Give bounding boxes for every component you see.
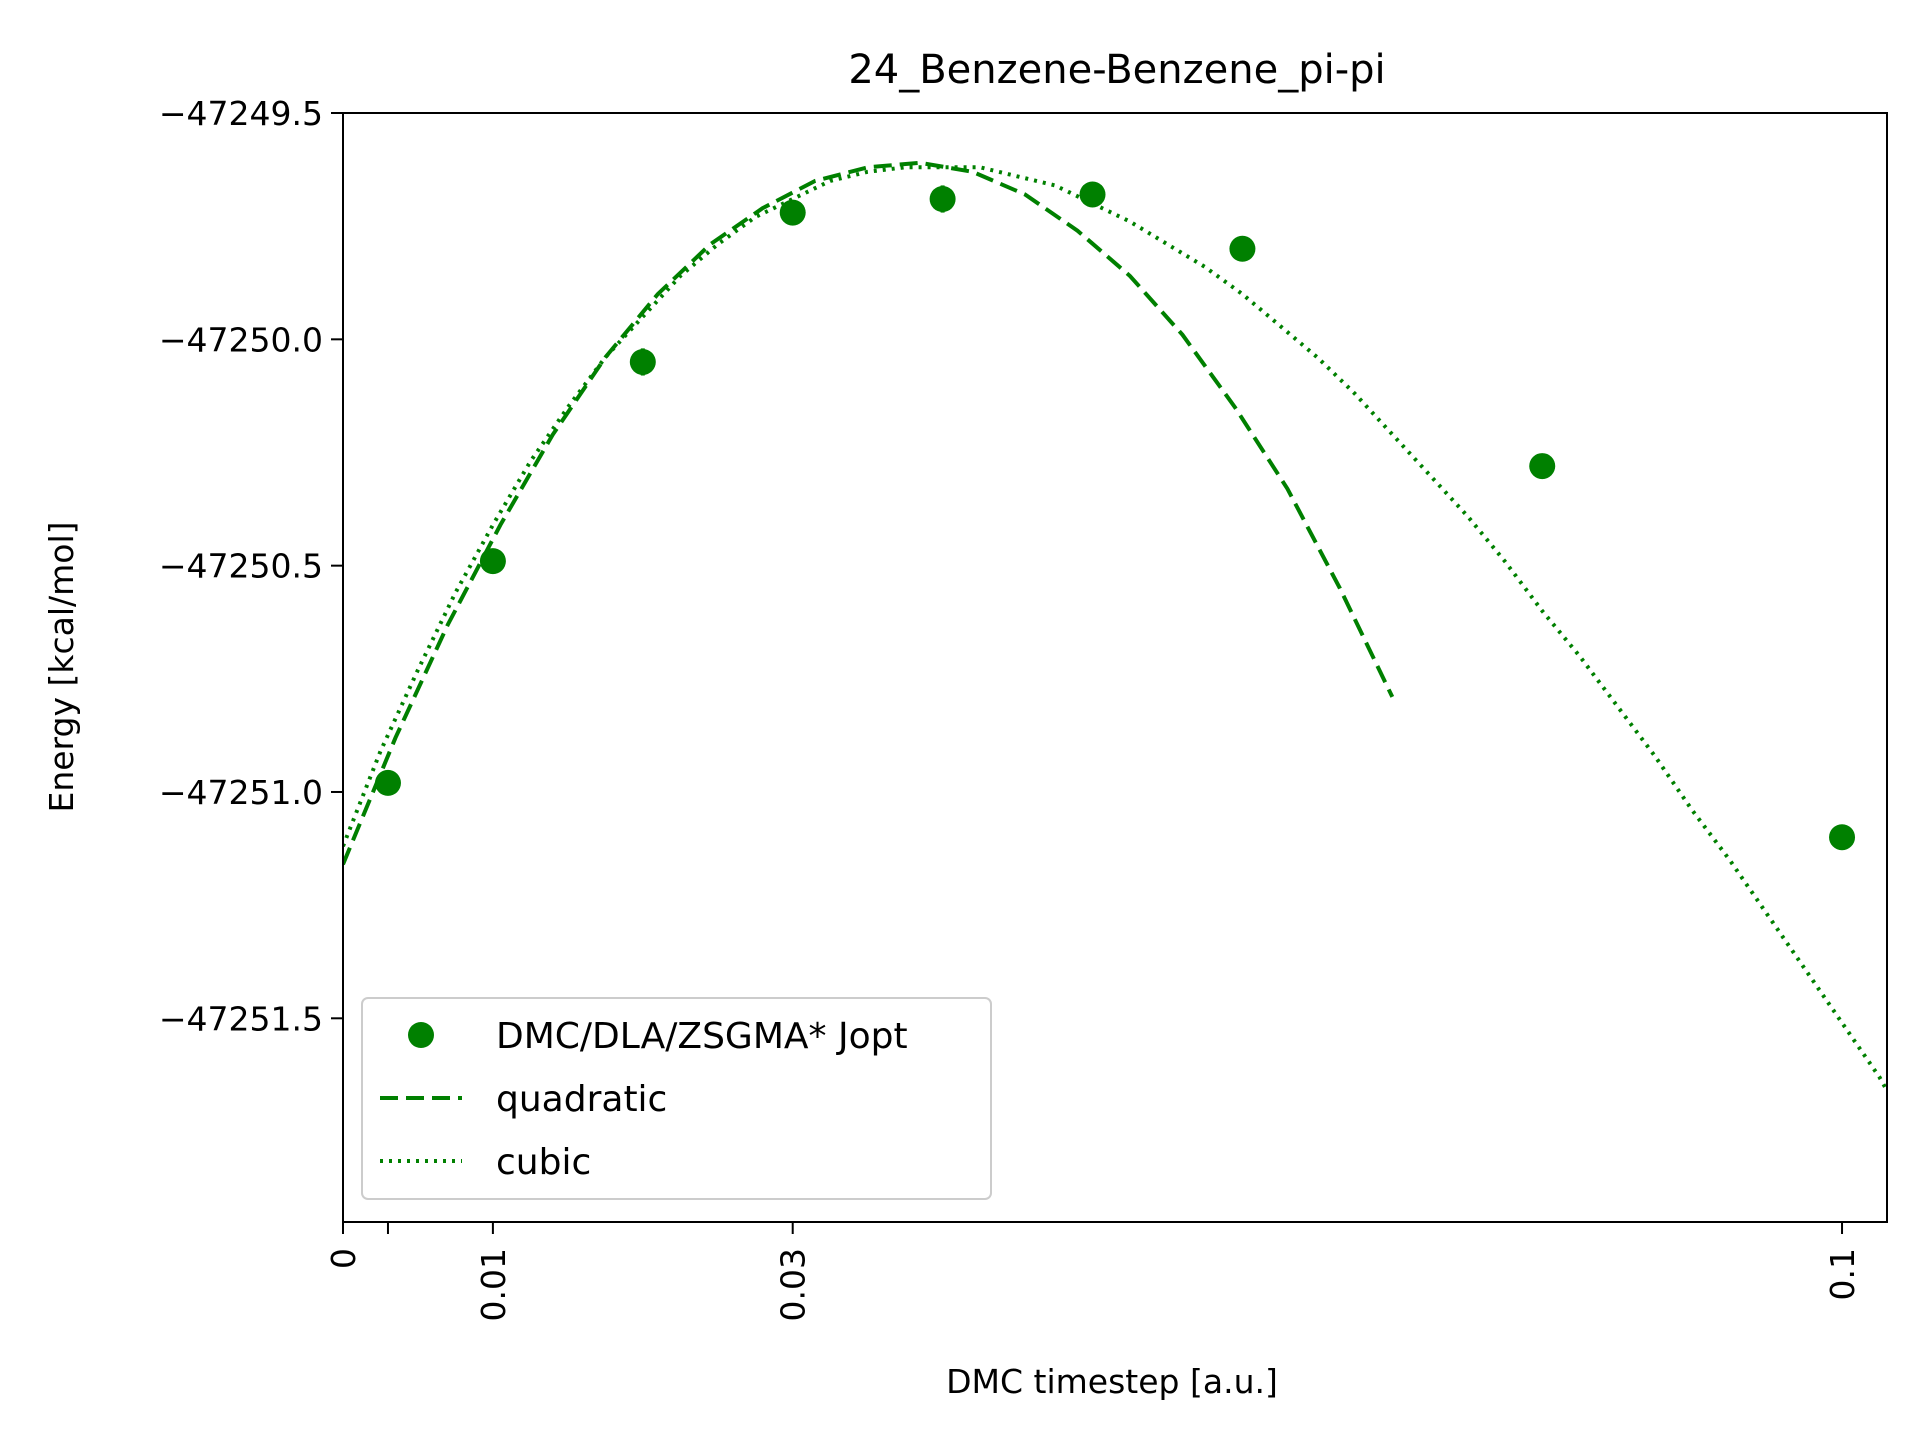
y-tick-label: −47251.5: [159, 999, 323, 1038]
axes-frame: [342, 112, 1888, 1223]
data-point: [779, 199, 806, 226]
data-point: [374, 769, 401, 796]
legend: DMC/DLA/ZSGMA* Jopt quadratic cubic: [361, 997, 992, 1200]
data-point: [629, 348, 656, 375]
x-axis: 0 0.01 0.03 0.1: [324, 1222, 1862, 1321]
legend-box: [361, 997, 992, 1200]
y-tick-label: −47250.5: [159, 547, 323, 586]
chart-title: 24_Benzene-Benzene_pi-pi: [848, 47, 1385, 93]
quadratic-line: [343, 160, 1395, 866]
legend-marker: [408, 1022, 434, 1048]
y-axis: −47249.5 −47250.0 −47250.5 −47251.0 −47251.5: [159, 94, 343, 1038]
data-point: [1229, 235, 1256, 262]
cubic-line: [343, 165, 1887, 1092]
legend-label: quadratic: [496, 1079, 667, 1120]
data-point: [1529, 453, 1556, 480]
x-tick-label: 0.03: [774, 1248, 813, 1321]
x-tick-label: 0.01: [474, 1248, 513, 1321]
x-axis-label: DMC timestep [a.u.]: [946, 1362, 1278, 1401]
y-tick-label: −47249.5: [159, 94, 323, 133]
data-point: [929, 186, 956, 213]
data-point: [479, 548, 506, 575]
x-tick-label: 0.1: [1823, 1248, 1862, 1300]
data-point: [1829, 824, 1856, 851]
plot-area: [343, 160, 1887, 1092]
legend-label: DMC/DLA/ZSGMA* Jopt: [496, 1016, 908, 1057]
y-tick-label: −47251.0: [159, 773, 323, 812]
data-point: [1079, 181, 1106, 208]
x-tick-label: 0: [324, 1248, 363, 1269]
y-tick-label: −47250.0: [159, 320, 323, 359]
y-axis-label: Energy [kcal/mol]: [42, 521, 81, 812]
legend-label: cubic: [496, 1142, 591, 1183]
